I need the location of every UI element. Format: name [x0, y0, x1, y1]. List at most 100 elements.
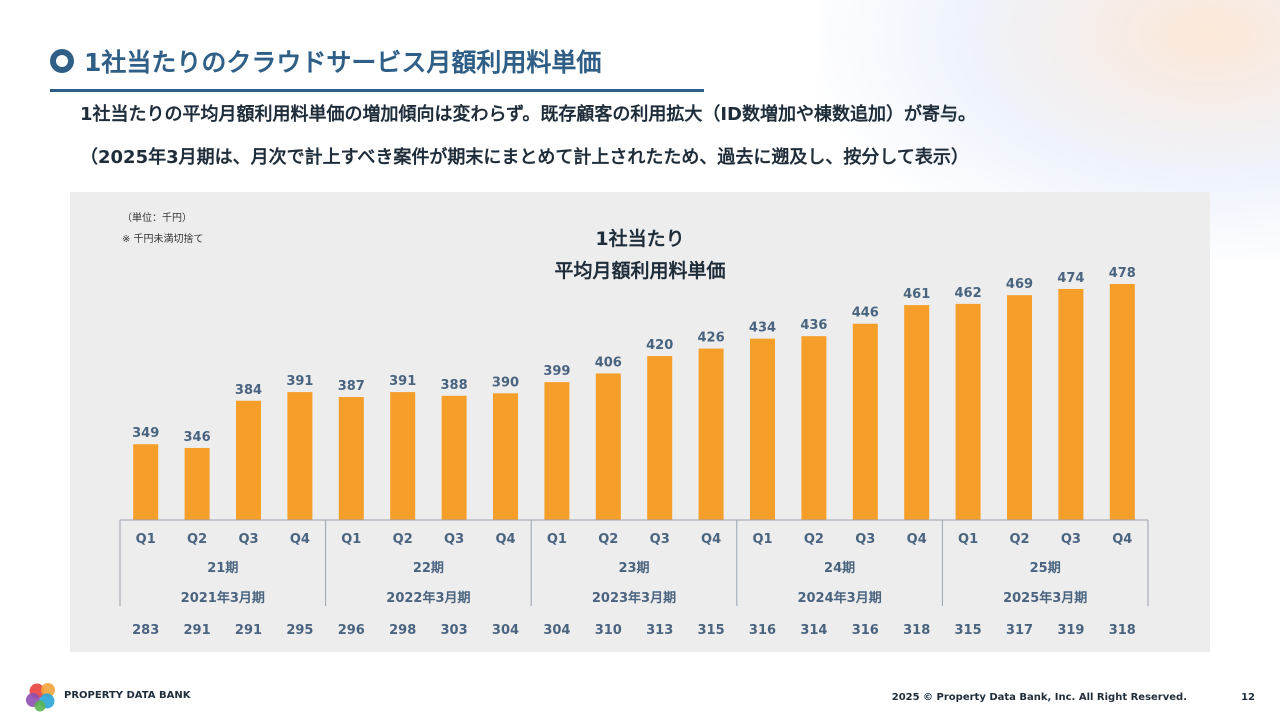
bottom-row-value: 315	[698, 623, 725, 638]
bottom-row-value: 316	[852, 623, 879, 638]
period-label: 23期	[618, 561, 649, 576]
bottom-row-value: 318	[1109, 623, 1136, 638]
bar-value-label: 474	[1057, 271, 1084, 286]
bar-value-label: 346	[184, 430, 211, 445]
chart-bar	[1058, 288, 1084, 520]
chart-bar	[338, 397, 364, 520]
bottom-row-value: 317	[1006, 623, 1033, 638]
chart-bar	[133, 444, 159, 520]
x-tick-label: Q2	[804, 532, 824, 547]
x-tick-label: Q3	[238, 532, 258, 547]
title-underline	[50, 89, 704, 92]
period-label: 24期	[824, 561, 855, 576]
chart-bar	[1007, 295, 1032, 520]
bar-value-label: 399	[543, 364, 570, 379]
bottom-row-value: 310	[595, 623, 622, 638]
chart-title-line-2: 平均月額利用料単価	[554, 260, 726, 282]
x-tick-label: Q2	[1009, 532, 1029, 547]
bar-value-label: 391	[389, 374, 416, 389]
chart-bar	[390, 392, 416, 520]
fiscal-year-label: 2022年3月期	[386, 590, 470, 606]
chart-bar	[493, 393, 518, 520]
bar-value-label: 446	[852, 306, 879, 321]
bottom-row-value: 304	[543, 623, 570, 638]
x-tick-label: Q4	[290, 532, 310, 547]
bar-value-label: 387	[338, 379, 365, 394]
bar-value-label: 390	[492, 375, 519, 390]
chart-bar	[1109, 284, 1135, 520]
bottom-row-value: 303	[441, 623, 468, 638]
chart-bar	[698, 348, 724, 520]
bar-value-label: 388	[441, 378, 468, 393]
bar-value-label: 406	[595, 355, 622, 370]
page-number: 12	[1241, 692, 1255, 703]
bottom-row-value: 315	[955, 623, 982, 638]
bottom-row-value: 291	[184, 623, 211, 638]
chart-bar	[236, 400, 261, 520]
bar-chart: 349 Q1 283 346 Q2 291 384 Q3 291 391 Q4 295 387 Q1 296…	[119, 266, 1149, 638]
bar-value-label: 434	[749, 321, 776, 336]
chart-bar	[801, 336, 827, 520]
chart-bar	[852, 323, 878, 520]
bar-value-label: 478	[1109, 266, 1136, 281]
x-tick-label: Q1	[547, 532, 567, 547]
chart-bar	[595, 373, 621, 520]
chart-bar	[441, 395, 467, 520]
bar-value-label: 391	[286, 374, 313, 389]
x-tick-label: Q1	[752, 532, 772, 547]
x-tick-label: Q4	[701, 532, 721, 547]
footer-brand: PROPERTY DATA BANK	[64, 690, 191, 701]
x-tick-label: Q3	[444, 532, 464, 547]
period-label: 21期	[207, 561, 238, 576]
bar-value-label: 469	[1006, 277, 1033, 292]
chart-title-line-1: 1社当たり	[595, 228, 685, 250]
fiscal-year-label: 2023年3月期	[592, 590, 676, 606]
fiscal-year-label: 2024年3月期	[797, 590, 881, 606]
bottom-row-value: 283	[132, 623, 159, 638]
chart-bar	[544, 382, 570, 520]
bar-value-label: 426	[698, 331, 725, 346]
period-label: 22期	[413, 561, 444, 576]
bottom-row-value: 298	[389, 623, 416, 638]
chart-bar	[955, 303, 981, 520]
title-row: 1社当たりのクラウドサービス月額利用料単価	[50, 42, 601, 80]
x-tick-label: Q3	[650, 532, 670, 547]
subtitle-line-1: 1社当たりの平均月額利用料単価の増加傾向は変わらず。既存顧客の利用拡大（ID数増…	[80, 104, 976, 125]
x-tick-label: Q4	[907, 532, 927, 547]
x-tick-label: Q2	[187, 532, 207, 547]
bar-value-label: 420	[646, 338, 673, 353]
footer-copyright: 2025 © Property Data Bank, Inc. All Righ…	[891, 692, 1187, 703]
x-tick-label: Q4	[1112, 532, 1132, 547]
bottom-row-value: 318	[903, 623, 930, 638]
x-tick-label: Q1	[341, 532, 361, 547]
chart-bar	[647, 356, 673, 520]
page-title: 1社当たりのクラウドサービス月額利用料単価	[84, 48, 602, 77]
x-tick-label: Q1	[136, 532, 156, 547]
rounding-note: ※ 千円未満切捨て	[122, 234, 204, 245]
bar-value-label: 384	[235, 383, 262, 398]
fiscal-year-label: 2021年3月期	[181, 590, 265, 606]
chart-bar	[287, 392, 313, 520]
x-tick-label: Q2	[393, 532, 413, 547]
bottom-row-value: 295	[286, 623, 313, 638]
x-tick-label: Q3	[1061, 532, 1081, 547]
company-logo-icon	[26, 683, 55, 712]
bullet-circle-icon	[50, 49, 74, 73]
unit-note: （単位：千円）	[122, 213, 192, 224]
bar-value-label: 462	[955, 286, 982, 301]
bottom-row-value: 291	[235, 623, 262, 638]
bottom-row-value: 304	[492, 623, 519, 638]
bar-value-label: 349	[132, 426, 159, 441]
bottom-row-value: 319	[1057, 623, 1084, 638]
chart-bar	[904, 305, 930, 520]
x-tick-label: Q1	[958, 532, 978, 547]
x-tick-label: Q3	[855, 532, 875, 547]
x-tick-label: Q4	[495, 532, 515, 547]
chart-bar	[184, 447, 210, 520]
bar-value-label: 461	[903, 287, 930, 302]
chart-bar	[750, 338, 775, 520]
x-tick-label: Q2	[598, 532, 618, 547]
bottom-row-value: 296	[338, 623, 365, 638]
period-label: 25期	[1030, 561, 1061, 576]
chart-panel: （単位：千円） ※ 千円未満切捨て 1社当たり 平均月額利用料単価 349 Q1 2…	[70, 192, 1210, 652]
